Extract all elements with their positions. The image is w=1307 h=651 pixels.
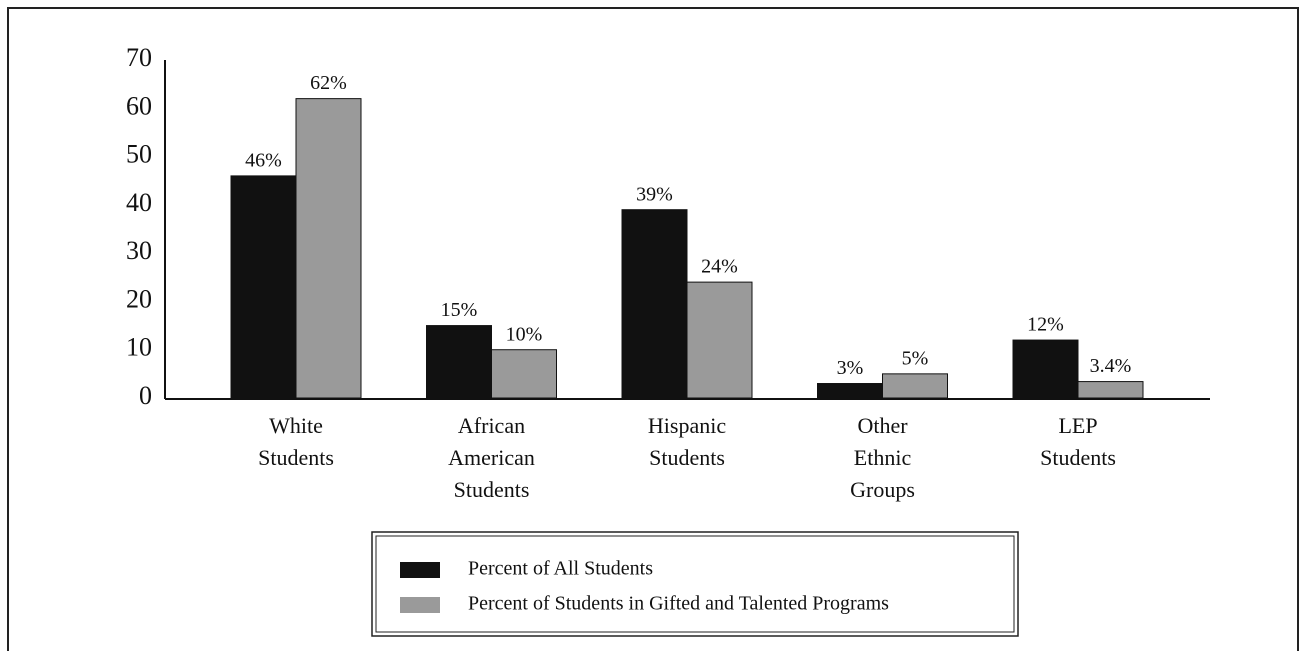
x-tick-label: LEP Students	[1040, 413, 1116, 470]
value-label: 3%	[837, 357, 864, 379]
legend-label: Percent of All Students	[468, 558, 653, 580]
bar	[295, 98, 362, 399]
legend-swatch	[400, 597, 440, 613]
x-tick-label: White Students	[258, 413, 334, 470]
y-tick-label: 50	[126, 140, 152, 169]
x-tick-label: Hispanic Students	[648, 413, 726, 470]
y-tick-label: 20	[126, 284, 152, 313]
bar	[817, 383, 883, 399]
y-tick-label: 40	[126, 188, 152, 217]
value-label: 10%	[506, 323, 543, 345]
value-label: 3.4%	[1090, 355, 1132, 377]
bar	[230, 175, 297, 399]
value-label: 62%	[310, 72, 347, 94]
value-label: 39%	[636, 183, 673, 205]
frame	[7, 7, 1299, 651]
bar	[426, 325, 492, 399]
y-tick-label: 30	[126, 236, 152, 265]
bar	[1012, 339, 1079, 399]
x-tick-label: African American Students	[448, 413, 535, 502]
legend-box-inner	[375, 535, 1015, 633]
value-label: 15%	[441, 299, 478, 321]
bar	[621, 209, 688, 399]
legend-label: Percent of Students in Gifted and Talent…	[468, 593, 889, 615]
legend-swatch	[400, 562, 440, 578]
value-label: 46%	[245, 149, 282, 171]
value-label: 12%	[1027, 314, 1064, 336]
y-tick-label: 70	[126, 43, 152, 72]
legend-box	[371, 531, 1019, 637]
bar	[686, 281, 753, 399]
bar	[882, 373, 948, 399]
value-label: 5%	[902, 347, 929, 369]
y-tick-label: 0	[139, 381, 152, 410]
bar	[1077, 381, 1144, 399]
x-tick-label: Other Ethnic Groups	[850, 413, 915, 502]
value-label: 24%	[701, 256, 738, 278]
y-tick-label: 10	[126, 333, 152, 362]
y-tick-label: 60	[126, 91, 152, 120]
bar	[491, 349, 557, 399]
